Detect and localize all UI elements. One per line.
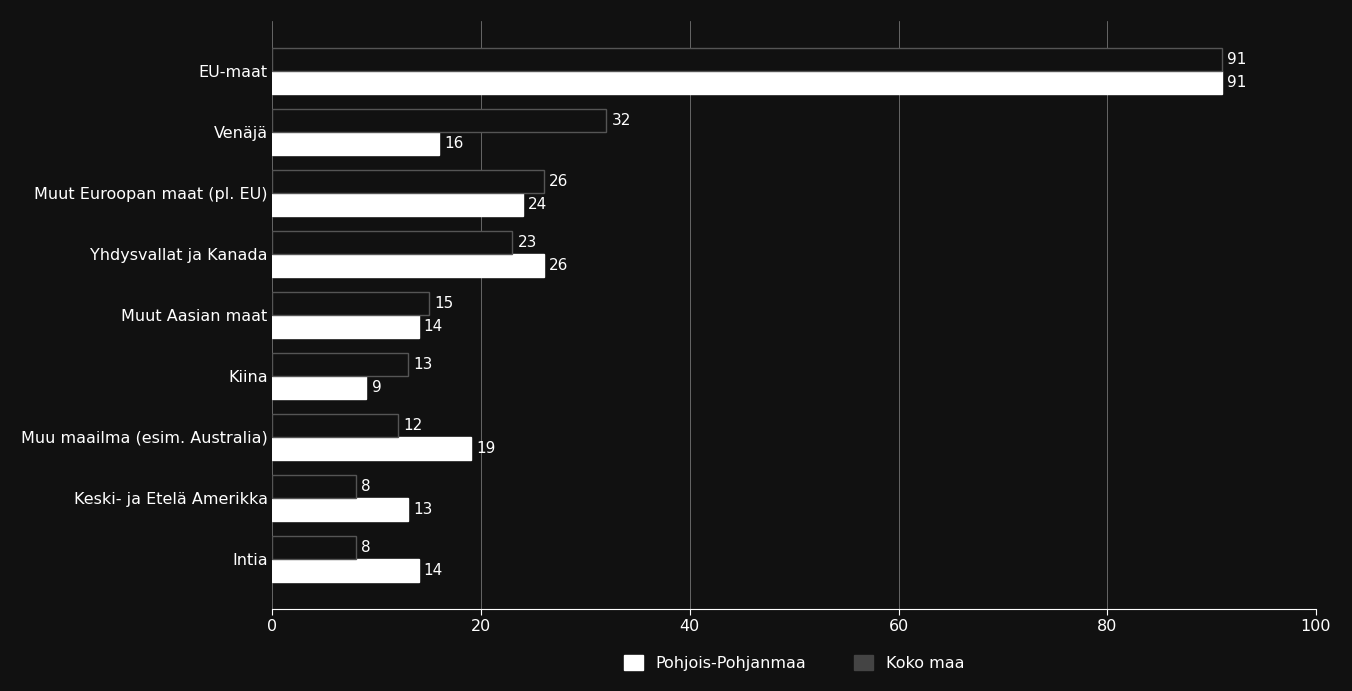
Bar bbox=[273, 352, 408, 376]
Bar bbox=[273, 292, 429, 315]
Bar bbox=[273, 559, 419, 583]
Text: 8: 8 bbox=[361, 540, 370, 555]
Legend: Pohjois-Pohjanmaa, Koko maa: Pohjois-Pohjanmaa, Koko maa bbox=[618, 649, 971, 677]
Bar bbox=[273, 437, 470, 460]
Bar bbox=[273, 48, 1222, 70]
Text: 91: 91 bbox=[1228, 52, 1247, 66]
Text: 13: 13 bbox=[414, 357, 433, 372]
Bar bbox=[273, 70, 1222, 94]
Text: 91: 91 bbox=[1228, 75, 1247, 90]
Text: 26: 26 bbox=[549, 258, 568, 273]
Text: 24: 24 bbox=[529, 197, 548, 212]
Bar bbox=[273, 536, 356, 559]
Text: 9: 9 bbox=[372, 380, 381, 395]
Text: 32: 32 bbox=[611, 113, 631, 128]
Bar bbox=[273, 193, 523, 216]
Bar bbox=[273, 132, 439, 155]
Bar bbox=[273, 170, 544, 193]
Bar bbox=[273, 475, 356, 498]
Text: 12: 12 bbox=[403, 418, 422, 433]
Bar bbox=[273, 414, 397, 437]
Bar bbox=[273, 315, 419, 338]
Bar bbox=[273, 231, 512, 254]
Text: 19: 19 bbox=[476, 441, 495, 456]
Bar bbox=[273, 376, 366, 399]
Bar bbox=[273, 108, 606, 132]
Text: 14: 14 bbox=[423, 319, 443, 334]
Bar bbox=[273, 498, 408, 521]
Text: 8: 8 bbox=[361, 479, 370, 494]
Text: 14: 14 bbox=[423, 563, 443, 578]
Text: 15: 15 bbox=[434, 296, 453, 311]
Text: 13: 13 bbox=[414, 502, 433, 517]
Bar bbox=[273, 254, 544, 277]
Text: 23: 23 bbox=[518, 235, 537, 249]
Text: 16: 16 bbox=[445, 136, 464, 151]
Text: 26: 26 bbox=[549, 173, 568, 189]
